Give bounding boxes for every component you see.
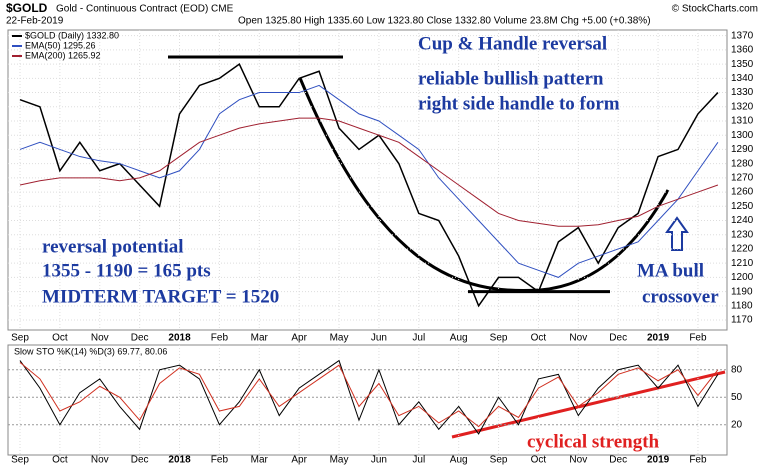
y-tick-label: 1300 [731, 130, 754, 141]
x-tick-label: Mar [251, 455, 269, 466]
y-tick-label: 1290 [731, 144, 754, 155]
annotation: reversal potential [42, 236, 184, 257]
x-tick-label: May [330, 455, 349, 466]
y-tick-label: 1340 [731, 73, 754, 84]
x-tick-label: Nov [91, 455, 109, 466]
arrow [665, 216, 689, 251]
x-tick-label: Dec [609, 455, 627, 466]
x-tick-label: Nov [569, 333, 587, 344]
date: 22-Feb-2019 [6, 16, 64, 27]
y-tick-label: 1230 [731, 229, 754, 240]
x-tick-label: Aug [450, 455, 468, 466]
x-tick-label: Sep [490, 333, 508, 344]
y-tick-label: 1240 [731, 215, 754, 226]
annotation: cyclical strength [527, 431, 660, 452]
legend-label: $GOLD (Daily) 1332.80 [25, 30, 119, 40]
x-tick-label: Dec [131, 455, 149, 466]
x-tick-label: Oct [52, 333, 68, 344]
x-tick-label: Jul [412, 333, 425, 344]
trendline [451, 370, 726, 439]
x-tick-label: May [330, 333, 349, 344]
x-tick-label: 2018 [168, 455, 191, 466]
x-tick-label: Dec [131, 333, 149, 344]
x-tick-label: Feb [689, 333, 707, 344]
x-tick-label: Jun [371, 455, 387, 466]
y-tick-label: 1310 [731, 116, 754, 127]
y-tick-label: 1170 [731, 315, 753, 326]
instrument-name: Gold - Continuous Contract (EOD) CME [56, 4, 234, 15]
x-tick-label: Apr [291, 333, 307, 344]
symbol: $GOLD [6, 1, 48, 15]
annotation: 1355 - 1190 = 165 pts [42, 260, 211, 281]
y-tick-label: 1280 [731, 158, 754, 169]
annotation: Cup & Handle reversal [418, 33, 607, 54]
y-tick-label: 1210 [731, 258, 754, 269]
y-tick-label: 1350 [731, 59, 754, 70]
x-tick-label: Sep [11, 333, 29, 344]
annotation: reliable bullish pattern [418, 68, 604, 89]
y-tick-label: 1220 [731, 244, 754, 255]
annotation: MA bull [637, 260, 704, 281]
series-line [19, 117, 719, 227]
panel-title: Slow STO %K(14) %D(3) 69.77, 80.06 [14, 346, 167, 356]
x-tick-label: 2019 [647, 333, 670, 344]
y-tick-label: 20 [731, 419, 743, 430]
annotation: crossover [642, 286, 719, 307]
x-tick-label: 2019 [647, 455, 670, 466]
y-tick-label: 1180 [731, 300, 753, 311]
legend-label: EMA(50) 1295.26 [25, 40, 96, 50]
x-tick-label: Oct [531, 333, 547, 344]
y-tick-label: 1360 [731, 45, 754, 56]
y-tick-label: 1190 [731, 286, 753, 297]
x-tick-label: Sep [490, 455, 508, 466]
x-tick-label: Sep [11, 455, 29, 466]
y-tick-label: 1320 [731, 101, 754, 112]
x-tick-label: Oct [52, 455, 68, 466]
annotation: right side handle to form [418, 93, 620, 114]
x-tick-label: Oct [531, 455, 547, 466]
y-tick-label: 1260 [731, 187, 754, 198]
y-tick-label: 80 [731, 364, 743, 375]
x-tick-label: Jul [412, 455, 425, 466]
series-line [19, 62, 719, 308]
x-tick-label: Mar [251, 333, 269, 344]
x-tick-label: Aug [450, 333, 468, 344]
x-tick-label: Jun [371, 333, 387, 344]
y-tick-label: 1200 [731, 272, 754, 283]
quote: Open 1325.80 High 1335.60 Low 1323.80 Cl… [238, 16, 651, 27]
y-tick-label: 50 [731, 392, 743, 403]
price-panel [7, 29, 728, 331]
source: © StockCharts.com [672, 4, 758, 15]
x-tick-label: Feb [211, 455, 229, 466]
stoch-panel [7, 344, 728, 456]
x-tick-label: 2018 [168, 333, 191, 344]
series-line [19, 84, 719, 278]
x-tick-label: Feb [689, 455, 707, 466]
y-tick-label: 1370 [731, 30, 754, 41]
y-tick-label: 1270 [731, 173, 754, 184]
series-line [19, 362, 719, 428]
x-tick-label: Dec [609, 333, 627, 344]
x-tick-label: Nov [569, 455, 587, 466]
x-tick-label: Feb [211, 333, 229, 344]
y-tick-label: 1250 [731, 201, 754, 212]
x-tick-label: Apr [291, 455, 307, 466]
annotation: MIDTERM TARGET = 1520 [42, 286, 279, 307]
y-tick-label: 1330 [731, 87, 754, 98]
x-tick-label: Nov [91, 333, 109, 344]
legend-label: EMA(200) 1265.92 [25, 50, 101, 60]
